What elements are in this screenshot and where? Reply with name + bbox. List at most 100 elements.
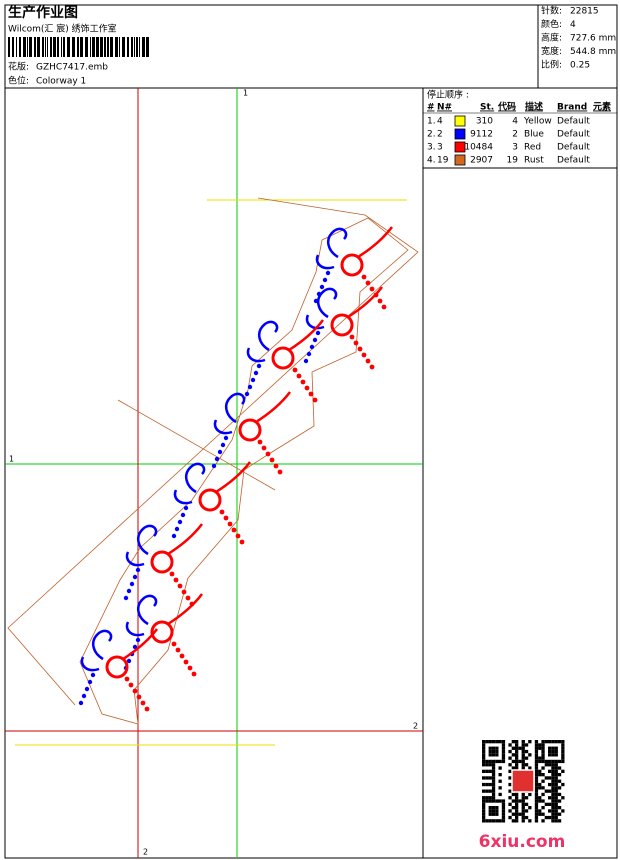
qr-cell — [521, 809, 525, 813]
blue-bud — [319, 284, 325, 290]
qr-cell — [521, 749, 525, 754]
scroll — [167, 593, 203, 626]
bar — [96, 37, 99, 57]
qr-cell — [488, 789, 492, 793]
qr-cell — [554, 776, 558, 780]
qr-cell — [551, 806, 555, 810]
qr-cell — [541, 753, 545, 757]
qr-cell — [515, 792, 519, 797]
qr-cell — [498, 779, 502, 783]
qr-cell — [551, 809, 555, 813]
blue-bud — [214, 456, 220, 462]
qr-cell — [548, 802, 552, 806]
qr-cell — [551, 799, 555, 803]
qr-cell — [508, 749, 512, 754]
bar — [90, 37, 91, 57]
qr-cell — [482, 753, 486, 757]
bar — [80, 37, 83, 57]
qr-cell — [561, 796, 565, 800]
qr-cell — [501, 759, 506, 764]
qr-cell — [554, 806, 558, 810]
blue-scroll — [315, 227, 348, 270]
qr-cell — [482, 769, 486, 773]
qr-cell — [515, 743, 519, 747]
qr-cell — [538, 746, 542, 750]
qr-cell — [528, 806, 532, 810]
blue-bud — [325, 270, 331, 276]
qr-cell — [544, 789, 548, 793]
bar — [136, 37, 138, 57]
blue-bud — [180, 512, 186, 518]
qr-cell — [534, 815, 539, 820]
qr-cell — [491, 769, 496, 773]
qr-cell — [501, 749, 506, 754]
qr-cell — [544, 763, 548, 767]
bar — [110, 37, 113, 57]
qr-cell — [538, 786, 542, 790]
qr-cell — [524, 809, 529, 813]
qr-cell — [491, 806, 496, 810]
studio: Wilcom(汇 宸) 绣饰工作室 — [8, 23, 117, 35]
leaf — [308, 391, 314, 397]
qr-cell — [482, 802, 486, 806]
blue-scroll — [305, 287, 338, 330]
blue-bud — [90, 672, 96, 678]
qr-cell — [548, 809, 552, 813]
info-value: 4 — [570, 20, 576, 30]
leaf — [171, 641, 177, 647]
qr-cell — [534, 756, 539, 760]
blue-bud — [123, 595, 129, 601]
brand: Default — [557, 117, 590, 127]
qr-cell — [482, 819, 486, 823]
qr-cell — [534, 743, 539, 747]
qr-cell — [501, 753, 506, 757]
qr-cell — [482, 796, 486, 800]
blue-bud — [315, 330, 321, 336]
bar — [107, 37, 109, 57]
qr-cell — [534, 776, 539, 780]
qr-cell — [521, 763, 525, 767]
qr-cell — [515, 756, 519, 760]
qr-cell — [551, 773, 555, 777]
qr-cell — [482, 743, 486, 747]
leaf — [361, 274, 367, 280]
qr-cell — [551, 796, 555, 800]
column-header: # — [427, 103, 435, 113]
leaf — [185, 595, 191, 601]
info-value: 727.6 mm — [570, 34, 616, 44]
leaf — [144, 706, 150, 712]
qr-cell — [528, 740, 532, 744]
qr-cell — [548, 753, 552, 757]
qr-cell — [511, 819, 515, 823]
qr-cell — [554, 749, 558, 754]
qr-cell — [501, 802, 506, 806]
blue-bud — [250, 377, 256, 383]
flower — [198, 488, 222, 512]
qr-cell — [541, 812, 545, 816]
qr-cell — [501, 812, 506, 816]
bar — [16, 37, 17, 57]
scroll — [288, 319, 324, 352]
description: Rust — [524, 156, 544, 166]
qr-cell — [495, 749, 499, 754]
info-label: 高度: — [541, 32, 562, 44]
qr-cell — [534, 792, 539, 797]
scroll — [255, 391, 291, 424]
info-label: 宽度: — [541, 45, 562, 57]
qr-cell — [544, 776, 548, 780]
stitches: 2907 — [470, 156, 493, 166]
qr-cell — [561, 740, 565, 744]
qr-cell — [495, 809, 499, 813]
qr-cell — [488, 799, 492, 803]
bar — [72, 37, 75, 57]
blue-bud — [81, 693, 87, 699]
flower — [105, 655, 129, 679]
qr-cell — [491, 753, 496, 757]
qr-cell — [541, 773, 545, 777]
qr-cell — [551, 789, 555, 793]
qr-cell — [541, 799, 545, 803]
bar — [61, 37, 62, 57]
code: 2 — [512, 130, 518, 140]
blue-bud — [322, 277, 328, 283]
